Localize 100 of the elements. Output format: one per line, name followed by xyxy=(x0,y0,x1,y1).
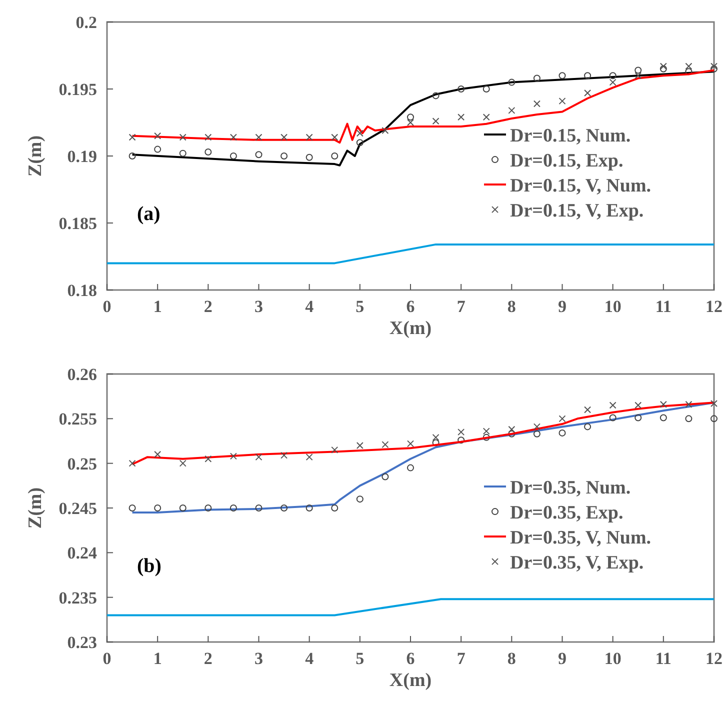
point xyxy=(558,415,566,422)
x-tick-label: 0 xyxy=(102,649,112,668)
x-tick-label: 6 xyxy=(406,297,415,316)
y-axis-title: Z(m) xyxy=(25,487,46,529)
y-tick-label: 0.23 xyxy=(67,633,97,652)
line-series xyxy=(131,402,715,466)
legend-label: Dr=0.15, Exp. xyxy=(510,150,624,172)
point xyxy=(280,452,288,459)
point xyxy=(255,454,262,461)
x-tick-label: 9 xyxy=(558,649,566,668)
point xyxy=(204,455,212,462)
point xyxy=(128,152,136,160)
point xyxy=(533,100,540,108)
x-tick-label: 1 xyxy=(153,649,162,668)
point xyxy=(584,72,592,80)
point xyxy=(660,62,667,70)
point xyxy=(458,436,465,444)
point xyxy=(685,68,692,76)
point xyxy=(306,134,313,141)
x-tick-label: 6 xyxy=(406,649,415,668)
x-tick-label: 5 xyxy=(356,297,364,316)
point xyxy=(558,429,566,436)
y-axis-title: Z(m) xyxy=(25,135,46,177)
point xyxy=(204,148,212,156)
point xyxy=(154,146,162,153)
point xyxy=(407,440,414,448)
x-tick-label: 9 xyxy=(558,297,566,316)
point xyxy=(685,62,692,70)
point xyxy=(382,441,389,448)
legend-label: Dr=0.15, V, Exp. xyxy=(510,200,644,222)
point xyxy=(508,106,516,114)
point xyxy=(609,72,616,80)
point xyxy=(584,423,592,430)
legend-label: Dr=0.35, V, Exp. xyxy=(510,552,644,574)
point xyxy=(609,402,616,409)
point xyxy=(255,134,262,141)
point xyxy=(508,78,516,86)
x-tick-label: 7 xyxy=(456,649,466,668)
point xyxy=(382,473,389,480)
y-tick-label: 0.18 xyxy=(67,281,97,300)
point xyxy=(482,428,490,435)
point xyxy=(458,114,465,121)
point xyxy=(660,414,667,422)
point xyxy=(634,66,642,74)
point xyxy=(331,446,338,454)
point xyxy=(356,139,364,146)
point xyxy=(710,415,718,422)
x-axis-title: X(m) xyxy=(389,318,432,339)
x-tick-label: 4 xyxy=(305,649,314,668)
point xyxy=(508,426,516,433)
point xyxy=(584,90,592,97)
point xyxy=(306,454,313,461)
point xyxy=(128,504,136,512)
legend-label: Dr=0.35, V, Num. xyxy=(510,528,652,549)
legend-label: Dr=0.35, Exp. xyxy=(510,502,624,524)
point xyxy=(458,86,465,92)
point xyxy=(533,430,540,438)
y-tick-label: 0.26 xyxy=(67,365,97,384)
point xyxy=(154,132,162,140)
point xyxy=(154,450,162,458)
y-tick-label: 0.185 xyxy=(58,214,97,233)
y-tick-label: 0.235 xyxy=(58,588,97,608)
point xyxy=(331,152,338,160)
point xyxy=(255,504,262,512)
point xyxy=(331,134,338,141)
point xyxy=(179,504,186,512)
point xyxy=(432,434,440,441)
annotation: (a) xyxy=(137,203,160,225)
point xyxy=(128,134,136,141)
x-tick-label: 2 xyxy=(204,297,212,316)
point xyxy=(230,134,237,141)
x-tick-label: 7 xyxy=(456,297,466,316)
x-tick-label: 8 xyxy=(507,297,516,316)
y-tick-label: 0.195 xyxy=(58,80,97,99)
x-tick-label: 2 xyxy=(204,649,212,668)
y-tick-label: 0.24 xyxy=(67,544,98,563)
x-tick-label: 10 xyxy=(604,297,622,316)
point xyxy=(128,460,136,467)
annotation: (b) xyxy=(137,555,162,577)
y-tick-label: 0.245 xyxy=(58,499,97,518)
point xyxy=(230,152,237,160)
point xyxy=(660,400,667,408)
point xyxy=(407,119,414,126)
point xyxy=(382,127,389,134)
point xyxy=(660,65,667,72)
point xyxy=(230,504,237,512)
point xyxy=(710,65,718,72)
legend-label: Dr=0.35, Num. xyxy=(510,478,631,499)
point xyxy=(306,504,313,512)
point xyxy=(204,134,212,141)
point xyxy=(533,74,540,82)
x-tick-label: 10 xyxy=(604,649,622,668)
point xyxy=(482,86,490,92)
point xyxy=(634,72,642,80)
point xyxy=(280,504,288,512)
point xyxy=(179,460,186,467)
point xyxy=(482,114,490,121)
legend-label: Dr=0.15, Num. xyxy=(510,126,631,147)
point xyxy=(558,98,566,105)
point xyxy=(685,415,692,422)
